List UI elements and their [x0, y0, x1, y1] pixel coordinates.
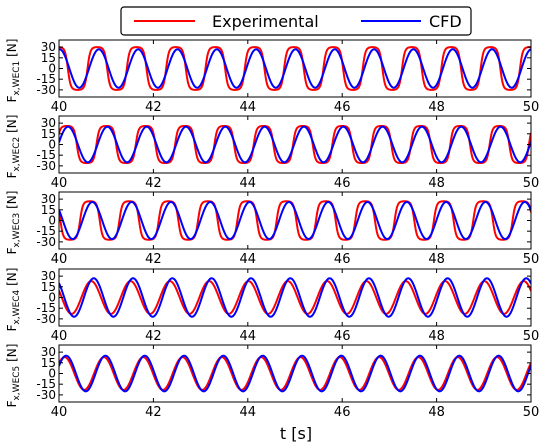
y-axis-label-main: F [5, 95, 19, 102]
y-axis-label-main: F [5, 171, 19, 178]
y-axis-label-subscript: x,WEC2 [12, 137, 22, 172]
x-tick-label: 48 [428, 329, 445, 344]
x-tick-label: 46 [334, 329, 351, 344]
x-tick-label: 42 [145, 176, 162, 191]
legend-label-cfd: CFD [429, 12, 462, 31]
x-tick-label: 42 [145, 405, 162, 420]
series-experimental-line [59, 46, 531, 91]
y-axis-label-unit: [N] [5, 191, 19, 213]
legend-frame [120, 6, 472, 36]
x-tick-label: 42 [145, 252, 162, 267]
x-tick-label: 40 [51, 329, 68, 344]
x-tick-label: 50 [523, 100, 540, 115]
x-tick-label: 42 [145, 329, 162, 344]
y-axis-label-main: F [5, 324, 19, 331]
y-tick-label: 30 [41, 345, 56, 359]
y-tick-label: 30 [41, 192, 56, 206]
y-tick-label: 15 [41, 51, 56, 65]
y-tick-label: 0 [48, 138, 56, 152]
x-tick-label: 44 [240, 252, 257, 267]
y-axis-label-subscript: x,WEC4 [12, 289, 22, 324]
y-tick-label: 0 [48, 367, 56, 381]
y-tick-label: 15 [41, 127, 56, 141]
y-tick-label: -30 [36, 312, 56, 326]
x-axis-label: t [s] [280, 424, 312, 443]
series-cfd-line [59, 125, 531, 164]
y-axis-label-main: F [5, 400, 19, 407]
y-tick-label: -15 [36, 377, 56, 391]
x-tick-label: 48 [428, 100, 445, 115]
y-tick-label: -30 [36, 159, 56, 173]
y-tick-label: 30 [41, 269, 56, 283]
x-tick-label: 50 [523, 176, 540, 191]
x-tick-label: 46 [334, 252, 351, 267]
x-tick-label: 46 [334, 100, 351, 115]
y-axis-label: Fx,WEC1 [N] [5, 39, 22, 103]
y-tick-label: 0 [48, 62, 56, 76]
y-axis-label-unit: [N] [5, 39, 19, 61]
x-tick-label: 44 [240, 100, 257, 115]
y-tick-label: -15 [36, 224, 56, 238]
x-tick-label: 48 [428, 405, 445, 420]
y-tick-label: 15 [41, 280, 56, 294]
x-tick-label: 46 [334, 176, 351, 191]
y-tick-label: 30 [41, 40, 56, 54]
legend: Experimental CFD [120, 6, 472, 36]
plot-frame [58, 344, 532, 403]
series-cfd-line [59, 354, 531, 393]
series-experimental-line [59, 124, 531, 165]
x-tick-label: 40 [51, 176, 68, 191]
x-tick-label: 44 [240, 329, 257, 344]
y-tick-label: -15 [36, 148, 56, 162]
y-axis-label: Fx,WEC4 [N] [5, 268, 22, 332]
y-axis-label: Fx,WEC2 [N] [5, 115, 22, 179]
x-tick-label: 50 [523, 329, 540, 344]
legend-label-experimental: Experimental [212, 12, 319, 31]
x-tick-label: 50 [523, 405, 540, 420]
y-tick-label: -30 [36, 388, 56, 402]
series-cfd-line [59, 48, 531, 89]
x-tick-label: 42 [145, 100, 162, 115]
y-tick-label: 15 [41, 203, 56, 217]
y-axis-label-unit: [N] [5, 344, 19, 366]
y-tick-label: 0 [48, 291, 56, 305]
series-experimental-line [59, 356, 531, 391]
plot-frame [58, 268, 532, 327]
x-tick-label: 48 [428, 176, 445, 191]
series-cfd-line [59, 200, 531, 241]
x-tick-label: 40 [51, 100, 68, 115]
x-tick-label: 40 [51, 252, 68, 267]
y-axis-label-unit: [N] [5, 268, 19, 290]
x-tick-label: 46 [334, 405, 351, 420]
y-tick-label: 30 [41, 116, 56, 130]
y-tick-label: 0 [48, 214, 56, 228]
series-experimental-line [59, 280, 531, 315]
x-tick-label: 40 [51, 405, 68, 420]
y-axis-label-subscript: x,WEC3 [12, 213, 22, 248]
x-tick-label: 50 [523, 252, 540, 267]
x-tick-label: 44 [240, 176, 257, 191]
x-tick-label: 44 [240, 405, 257, 420]
y-axis-label-subscript: x,WEC1 [12, 61, 22, 96]
y-tick-label: -15 [36, 301, 56, 315]
y-axis-label-main: F [5, 247, 19, 254]
y-axis-label: Fx,WEC5 [N] [5, 344, 22, 408]
y-tick-label: -30 [36, 83, 56, 97]
y-tick-label: -30 [36, 235, 56, 249]
y-tick-label: -15 [36, 72, 56, 86]
y-tick-label: 15 [41, 356, 56, 370]
y-axis-label: Fx,WEC3 [N] [5, 191, 22, 255]
x-tick-label: 48 [428, 252, 445, 267]
y-axis-label-subscript: x,WEC5 [12, 366, 22, 401]
series-cfd-line [59, 277, 531, 318]
y-axis-label-unit: [N] [5, 115, 19, 137]
